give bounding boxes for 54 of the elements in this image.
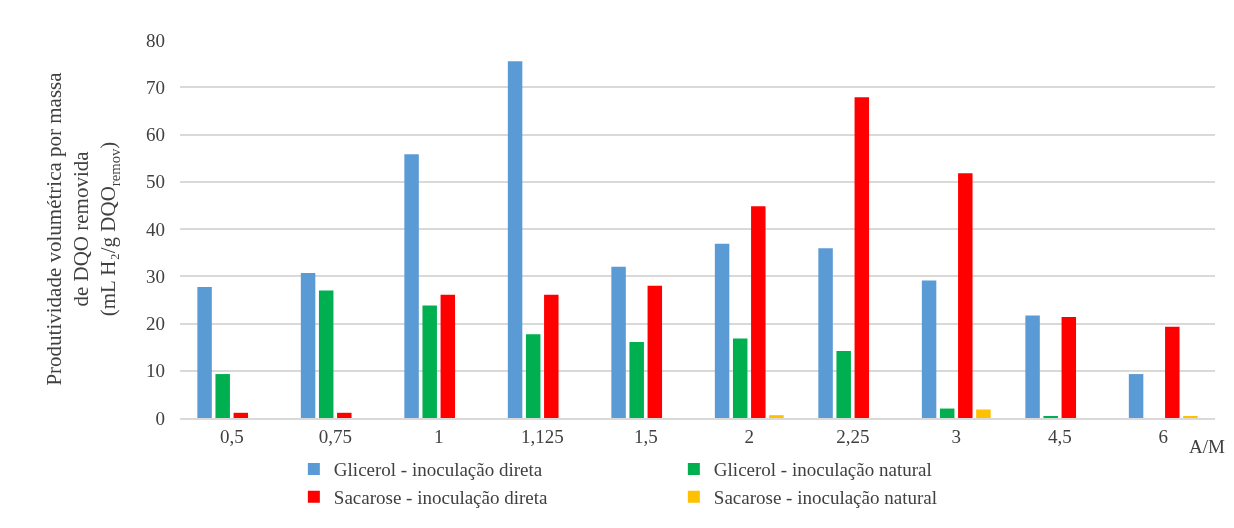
bar	[422, 305, 437, 418]
y-tick-label: 40	[146, 218, 165, 240]
legend-label: Sacarose - inoculação direta	[333, 487, 549, 509]
y-tick-label: 10	[146, 360, 165, 382]
x-tick-label: 4,5	[1047, 425, 1072, 447]
bar	[215, 374, 230, 418]
y-tick-label: 20	[146, 313, 165, 335]
x-tick-label: 1	[434, 425, 444, 447]
bar	[818, 248, 833, 418]
bar	[714, 243, 730, 418]
bar	[318, 290, 334, 418]
bar	[337, 412, 352, 418]
bar	[611, 266, 626, 418]
bar	[751, 206, 766, 418]
x-tick-label: 6	[1158, 425, 1168, 447]
bar	[300, 272, 316, 418]
y-tick-label: 70	[146, 76, 165, 98]
bar	[1128, 374, 1144, 418]
bar	[1061, 316, 1077, 418]
bar	[854, 97, 870, 418]
bar	[440, 294, 456, 418]
y-tick-label: 0	[155, 407, 165, 429]
x-tick-label: 1,125	[520, 425, 564, 447]
y-tick-label: 60	[146, 124, 165, 146]
bar	[507, 61, 523, 418]
x-tick-label: 2,25	[836, 425, 870, 447]
bar	[732, 338, 748, 418]
bar	[544, 294, 559, 418]
x-tick-label: 1,5	[633, 425, 658, 447]
legend-label: Sacarose - inoculação natural	[713, 487, 937, 509]
bar	[976, 409, 991, 418]
bar	[836, 350, 851, 418]
bar	[629, 341, 644, 418]
bar	[525, 334, 541, 418]
bar	[404, 154, 419, 418]
bar	[939, 408, 955, 418]
y-tick-label: 80	[146, 29, 165, 51]
bar	[1025, 315, 1040, 418]
legend-label: Glicerol - inoculação natural	[713, 459, 932, 481]
y-tick-label: 30	[146, 265, 165, 287]
bar	[647, 285, 663, 418]
bar	[233, 412, 249, 418]
bar	[958, 173, 973, 418]
bar	[921, 280, 937, 418]
y-tick-label: 50	[146, 171, 165, 193]
legend-label: Glicerol - inoculação direta	[333, 459, 543, 481]
x-tick-label: 0,75	[318, 425, 352, 447]
bar	[1165, 326, 1180, 418]
bar	[769, 415, 784, 418]
x-axis-title: A/M	[1189, 436, 1225, 457]
x-tick-label: 2	[744, 425, 754, 447]
x-tick-label: 3	[951, 425, 961, 447]
bar	[197, 287, 212, 418]
x-tick-label: 0,5	[219, 425, 244, 447]
